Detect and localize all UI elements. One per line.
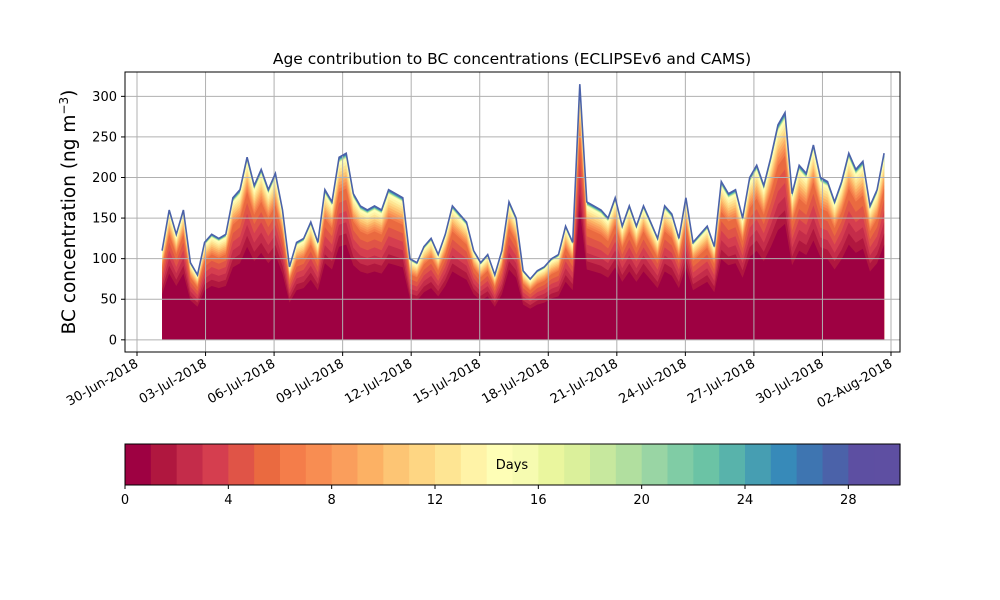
- colorbar-segment: [719, 444, 746, 485]
- colorbar: 0 4 8 12 16 20 24 28: [121, 443, 901, 508]
- colorbar-segment: [745, 444, 772, 485]
- grid-lines: [125, 72, 900, 352]
- colorbar-tick-label: 8: [328, 493, 336, 508]
- colorbar-segment: [435, 444, 462, 485]
- colorbar-segment: [125, 444, 152, 485]
- y-tick-label: 100: [92, 252, 117, 267]
- x-tick-label: 24-Jul-2018: [617, 356, 690, 407]
- x-tick-label: 30-Jun-2018: [64, 356, 141, 409]
- colorbar-segment: [176, 444, 204, 485]
- x-tick-label: 12-Jul-2018: [342, 356, 415, 407]
- colorbar-segment: [280, 444, 307, 485]
- colorbar-segment: [590, 444, 617, 485]
- colorbar-tick-label: 4: [224, 493, 232, 508]
- y-tick-label: 0: [109, 333, 117, 348]
- y-tick-label: 50: [100, 293, 117, 308]
- colorbar-segment: [848, 444, 875, 485]
- colorbar-tick-label: 16: [530, 493, 547, 508]
- x-tick-label: 03-Jul-2018: [137, 356, 210, 407]
- y-tick-label: 150: [92, 212, 117, 227]
- colorbar-segment: [305, 444, 333, 485]
- colorbar-segment: [331, 444, 359, 485]
- x-tick-label: 09-Jul-2018: [274, 356, 347, 407]
- age-contribution-layers: [162, 84, 885, 340]
- colorbar-segment: [150, 444, 178, 485]
- colorbar-segment: [228, 444, 255, 485]
- y-tick-label: 200: [92, 171, 117, 186]
- colorbar-segment: [615, 444, 643, 485]
- x-tick-label: 02-Aug-2018: [815, 356, 895, 411]
- total-concentration-line: [161, 84, 885, 281]
- colorbar-tick-label: 0: [121, 493, 129, 508]
- colorbar-segment: [202, 444, 229, 485]
- colorbar-segment: [357, 444, 384, 485]
- plot-frame: [124, 71, 901, 353]
- colorbar-segment: [796, 444, 824, 485]
- colorbar-tick-label: 20: [633, 493, 650, 508]
- colorbar-segment: [667, 444, 694, 485]
- colorbar-segment: [460, 444, 488, 485]
- x-tick-label: 06-Jul-2018: [205, 356, 278, 407]
- x-tick-label: 21-Jul-2018: [548, 356, 621, 407]
- colorbar-frame: [124, 443, 901, 486]
- colorbar-segment: [383, 444, 410, 485]
- chart-title: Age contribution to BC concentrations (E…: [273, 50, 751, 68]
- y-tick-label: 250: [92, 130, 117, 145]
- colorbar-label: Days: [496, 458, 529, 473]
- colorbar-tick-label: 24: [737, 493, 754, 508]
- colorbar-segment: [254, 444, 281, 485]
- colorbar-segment: [409, 444, 436, 485]
- colorbar-tick-label: 12: [427, 493, 444, 508]
- colorbar-segment: [874, 444, 901, 485]
- colorbar-tick-label: 28: [840, 493, 857, 508]
- y-axis-label: BC concentration (ng m−3): [57, 90, 80, 335]
- x-tick-label: 15-Jul-2018: [411, 356, 484, 407]
- colorbar-segment: [693, 444, 720, 485]
- x-tick-label: 18-Jul-2018: [479, 356, 552, 407]
- colorbar-segment: [512, 444, 539, 485]
- colorbar-segment: [822, 444, 849, 485]
- y-tick-label: 300: [92, 90, 117, 105]
- colorbar-segment: [641, 444, 669, 485]
- colorbar-segment: [564, 444, 591, 485]
- colorbar-segment: [538, 444, 565, 485]
- colorbar-segment: [486, 444, 514, 485]
- x-axis: 30-Jun-201803-Jul-201806-Jul-201809-Jul-…: [64, 352, 895, 412]
- colorbar-segment: [770, 444, 798, 485]
- y-axis: 0 50 100 150 200 250 300: [92, 90, 125, 348]
- x-tick-label: 27-Jul-2018: [685, 356, 758, 407]
